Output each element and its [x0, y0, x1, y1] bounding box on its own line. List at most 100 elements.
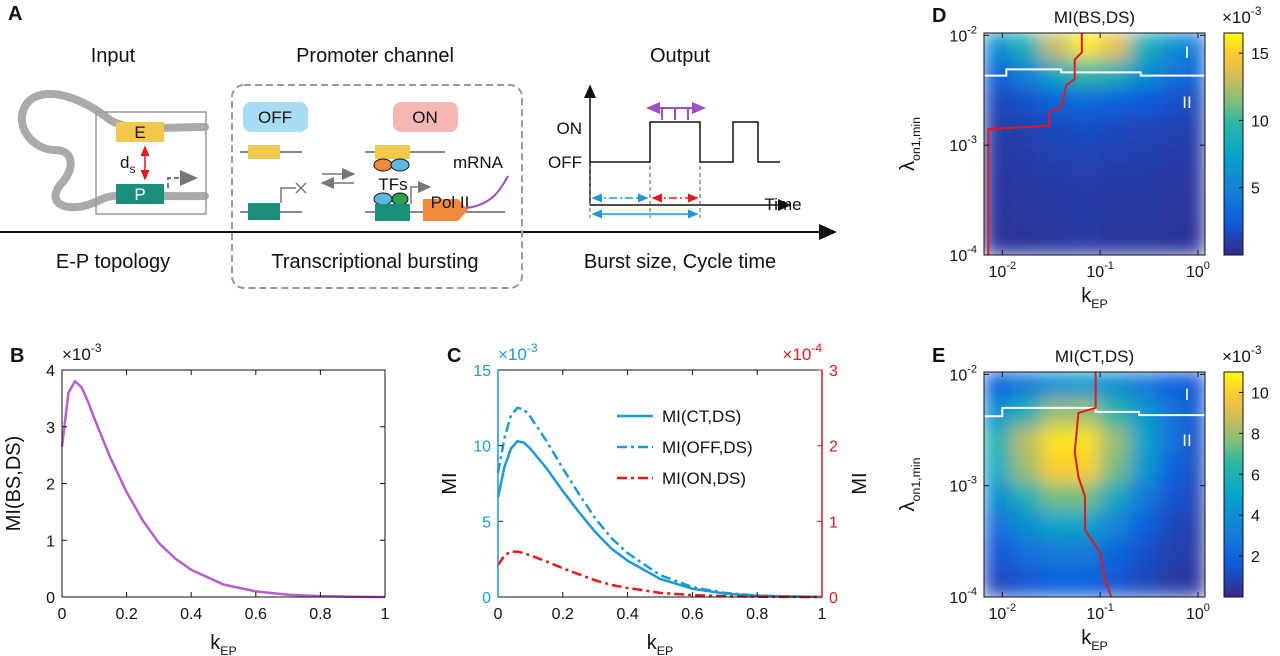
axis-label: kEP [647, 632, 674, 656]
y-tick-label: 15 [473, 363, 491, 380]
panel-label: C [447, 345, 461, 367]
enhancer [248, 145, 280, 159]
heat-cell [1099, 169, 1130, 198]
heat-cell [1187, 33, 1205, 61]
enhancer [375, 145, 410, 159]
y-tick-label: 4 [46, 363, 55, 380]
colorbar-tick-label: 10 [1251, 385, 1269, 402]
promoter-label: P [134, 185, 145, 204]
heat-cell [1011, 372, 1042, 400]
off-label: OFF [258, 108, 292, 127]
x-tick-label: 0.8 [309, 606, 331, 623]
heat-cell [984, 59, 1013, 88]
heat-cell [1011, 114, 1042, 143]
chart-title: MI(BS,DS) [1054, 8, 1135, 27]
heat-cell [1187, 114, 1205, 143]
axis-label: kEP [1081, 285, 1108, 311]
heat-cell [1070, 141, 1101, 171]
heat-cell [1011, 33, 1042, 61]
heat-cell [1187, 141, 1205, 171]
axis-label: kEP [1081, 627, 1108, 653]
guides [589, 166, 701, 218]
heat-cell [1128, 33, 1160, 61]
promoter [116, 184, 164, 204]
colorbar-tick-label: 6 [1251, 467, 1260, 484]
multiplier-exp: -3 [527, 341, 538, 355]
label-main: k [1081, 627, 1092, 649]
tick-exp: -2 [1006, 602, 1016, 614]
region-label: I [1185, 385, 1190, 404]
stage-title: Output [650, 45, 710, 67]
heat-cell [1128, 537, 1160, 568]
tick-exp: -3 [967, 475, 977, 487]
heat-cell [1128, 454, 1160, 484]
colorbar-tick-label: 5 [1251, 181, 1260, 198]
heat-cell [1158, 114, 1189, 143]
y-tick-label: 10-2 [949, 363, 977, 384]
y2-tick-label: 2 [829, 439, 838, 456]
series-line [984, 406, 1205, 418]
tick-base: 10 [949, 367, 967, 384]
tick-exp: -3 [967, 134, 977, 146]
label-sub: EP [220, 644, 237, 656]
tf [373, 192, 393, 206]
tick-base: 10 [989, 606, 1007, 623]
tick-base: 10 [949, 248, 967, 265]
multiplier-base: ×10 [782, 345, 811, 364]
axis-multiplier: ×10-4 [782, 341, 822, 364]
axis-label: MI(BS,DS) [3, 436, 25, 532]
multiplier-base: ×10 [1222, 8, 1251, 27]
series-line [496, 550, 823, 599]
heat-cell [1187, 372, 1205, 400]
time-label: Time [764, 195, 801, 214]
axis-label: kEP [210, 632, 237, 656]
multiplier-exp: -4 [811, 341, 822, 355]
promoter [248, 203, 280, 220]
heat-cell [1040, 398, 1072, 428]
x-tick-label: 0 [494, 606, 503, 623]
x-tick-label: 10-1 [1086, 602, 1114, 623]
legend-label: MI(OFF,DS) [662, 438, 753, 457]
axis-multiplier: ×10-3 [498, 341, 538, 364]
series-line [496, 406, 823, 599]
heatmap-cells [984, 372, 1205, 597]
on-level: ON [557, 119, 583, 138]
heat-cell [1187, 482, 1205, 511]
series-line [60, 379, 386, 599]
x-tick-label: 0.4 [616, 606, 638, 623]
tx-arrow [410, 181, 432, 204]
tf [373, 158, 393, 172]
stage-caption: Burst size, Cycle time [584, 251, 776, 273]
tick-base: 10 [989, 264, 1007, 281]
heat-cell [1187, 509, 1205, 539]
heat-cell [1070, 224, 1101, 255]
heat-cell [1099, 537, 1130, 568]
heat-cell [1099, 33, 1130, 61]
multiplier-exp: -3 [1251, 4, 1262, 18]
tick-exp: -4 [967, 586, 977, 598]
heat-cell [1128, 169, 1160, 198]
label-sub: EP [1091, 297, 1108, 311]
heat-cell [1158, 398, 1189, 428]
heat-cell [1187, 196, 1205, 226]
heat-cell [1158, 537, 1189, 568]
block-mark [295, 182, 307, 194]
x-tick-label: 10-1 [1086, 260, 1114, 281]
label-main: MI(BS,DS) [3, 436, 25, 532]
heat-cell [1011, 59, 1042, 88]
panel-a: A Input Promoter channel Output E-P topo… [0, 3, 837, 289]
heat-cell [1040, 86, 1072, 116]
heat-cell [1158, 566, 1189, 597]
axis-multiplier: ×10-3 [1222, 343, 1262, 366]
series-line [1073, 372, 1113, 597]
multiplier-base: ×10 [62, 345, 91, 364]
series-line [984, 68, 1205, 77]
heat-cell [1099, 454, 1130, 484]
heat-cell [1099, 141, 1130, 171]
heat-cell [984, 537, 1013, 568]
y-tick-label: 0 [482, 590, 491, 607]
stage-title: Input [91, 45, 136, 67]
region-label: I [1185, 43, 1190, 62]
blocked-arrow [280, 187, 296, 203]
